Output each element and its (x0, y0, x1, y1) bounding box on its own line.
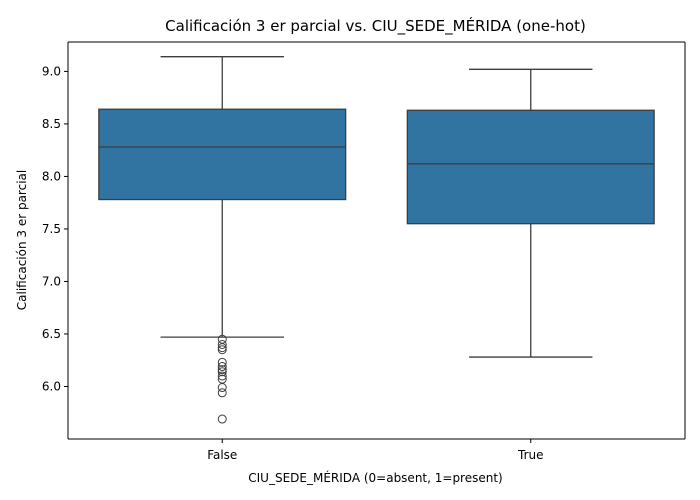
box-group-false (98, 56, 347, 424)
iqr-box (406, 109, 655, 225)
outlier-point (217, 362, 227, 372)
chart-title: Calificación 3 er parcial vs. CIU_SEDE_M… (165, 16, 586, 36)
y-axis-title: Calificación 3 er parcial (15, 170, 29, 310)
y-tick-label: 8.5 (42, 117, 61, 131)
outlier-point (217, 367, 227, 377)
outlier-point (217, 345, 227, 355)
outlier-point (217, 357, 227, 367)
outlier-point (217, 339, 227, 349)
y-axis: 6.0 6.5 7.0 7.5 8.0 8.5 9.0 (42, 64, 68, 393)
iqr-box (98, 108, 347, 201)
y-tick-label: 9.0 (42, 64, 61, 78)
outlier-point (217, 343, 227, 353)
y-tick-label: 7.0 (42, 274, 61, 288)
x-tick-label: False (207, 448, 237, 462)
box-group-true (406, 68, 655, 358)
y-tick-label: 6.5 (42, 327, 61, 341)
plot-area (67, 41, 686, 440)
outlier-point (217, 371, 227, 381)
outlier-point (217, 414, 227, 424)
x-axis: False True (207, 439, 544, 462)
x-axis-title: CIU_SEDE_MÉRIDA (0=absent, 1=present) (248, 470, 503, 485)
y-tick-label: 7.5 (42, 222, 61, 236)
y-tick-label: 6.0 (42, 379, 61, 393)
outlier-point (217, 365, 227, 375)
outlier-point (217, 383, 227, 393)
outlier-point (217, 388, 227, 398)
x-tick-label: True (517, 448, 544, 462)
y-tick-label: 8.0 (42, 169, 61, 183)
